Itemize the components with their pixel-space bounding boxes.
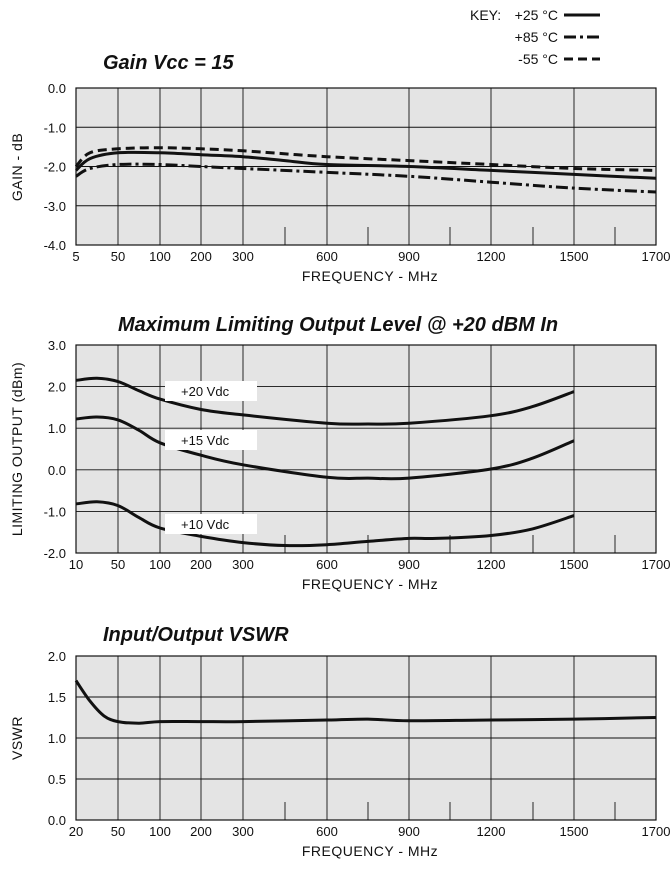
series-line: [75, 376, 575, 426]
series-line: [75, 162, 657, 194]
chart-title: Input/Output VSWR: [103, 624, 289, 646]
limiting-output-chart: Maximum Limiting Output Level @ +20 dBM …: [9, 314, 670, 592]
x-axis-label: FREQUENCY - MHz: [302, 843, 438, 859]
y-tick-label: 0.5: [48, 772, 66, 787]
x-axis-label: FREQUENCY - MHz: [302, 268, 438, 284]
legend-entry-label: -55 °C: [518, 51, 558, 67]
x-tick-label: 1700: [642, 557, 671, 572]
inline-label-box: [165, 430, 257, 450]
series-line: [75, 500, 575, 548]
x-tick-label: 1700: [642, 824, 671, 839]
x-tick-label: 100: [149, 557, 171, 572]
legend-title: KEY:: [470, 7, 501, 23]
y-tick-label: -1.0: [44, 504, 66, 519]
y-axis-label: GAIN - dB: [9, 133, 25, 201]
x-tick-label: 600: [316, 824, 338, 839]
y-tick-label: 3.0: [48, 338, 66, 353]
y-tick-label: 0.0: [48, 463, 66, 478]
y-tick-label: 0.0: [48, 81, 66, 96]
x-tick-label: 300: [232, 824, 254, 839]
x-tick-label: 50: [111, 249, 125, 264]
x-axis-label: FREQUENCY - MHz: [302, 576, 438, 592]
series-line: [75, 415, 575, 481]
y-tick-label: 2.0: [48, 380, 66, 395]
y-tick-label: 1.5: [48, 690, 66, 705]
inline-label-box: [165, 514, 257, 534]
x-tick-label: 5: [72, 249, 79, 264]
gain-chart: Gain Vcc = 15 0.0 -1.0 -2.0 -3.0 -4.0 5 50 100 20…: [9, 52, 670, 284]
legend: KEY: +25 °C +85 °C -55 °C: [470, 7, 600, 67]
x-tick-label: 50: [111, 824, 125, 839]
y-tick-label: -3.0: [44, 199, 66, 214]
plot-area: [75, 344, 657, 554]
x-tick-label: 10: [69, 557, 83, 572]
chart-title: Maximum Limiting Output Level @ +20 dBM …: [118, 314, 558, 336]
series-line: [74, 150, 657, 180]
legend-entry-label: +25 °C: [515, 7, 558, 23]
y-tick-label: -2.0: [44, 160, 66, 175]
vswr-chart: Input/Output VSWR 2.0 1.5 1.0 0.5 0.020 50 100 2…: [9, 624, 670, 859]
x-tick-label: 900: [398, 557, 420, 572]
x-tick-label: 600: [316, 249, 338, 264]
x-tick-label: 200: [190, 557, 212, 572]
chart-title: Gain Vcc = 15: [103, 52, 235, 74]
x-tick-label: 1500: [560, 824, 589, 839]
y-tick-label: -4.0: [44, 238, 66, 253]
x-tick-label: 1700: [642, 249, 671, 264]
x-tick-label: 20: [69, 824, 83, 839]
y-axis-label: LIMITING OUTPUT (dBm): [9, 362, 25, 536]
x-tick-label: 100: [149, 249, 171, 264]
x-tick-label: 50: [111, 557, 125, 572]
series-inline-label: +10 Vdc: [181, 517, 230, 532]
x-tick-label: 1200: [477, 824, 506, 839]
x-tick-label: 1500: [560, 557, 589, 572]
legend-entry-label: +85 °C: [515, 29, 558, 45]
x-tick-label: 200: [190, 249, 212, 264]
y-axis-label: VSWR: [9, 716, 25, 760]
x-tick-label: 300: [232, 557, 254, 572]
x-tick-label: 1200: [477, 557, 506, 572]
x-tick-label: 600: [316, 557, 338, 572]
y-tick-label: -1.0: [44, 120, 66, 135]
x-tick-label: 1500: [560, 249, 589, 264]
y-tick-label: 2.0: [48, 649, 66, 664]
y-tick-label: 1.0: [48, 731, 66, 746]
series-inline-label: +15 Vdc: [181, 433, 230, 448]
series-inline-label: +20 Vdc: [181, 384, 230, 399]
inline-label-box: [165, 381, 257, 401]
x-tick-label: 900: [398, 249, 420, 264]
x-tick-label: 300: [232, 249, 254, 264]
x-tick-label: 200: [190, 824, 212, 839]
y-tick-label: 1.0: [48, 421, 66, 436]
y-tick-label: 0.0: [48, 813, 66, 828]
series-line: [74, 679, 657, 725]
series-line: [74, 146, 657, 172]
x-tick-label: 900: [398, 824, 420, 839]
x-tick-label: 1200: [477, 249, 506, 264]
x-tick-label: 100: [149, 824, 171, 839]
y-tick-label: -2.0: [44, 546, 66, 561]
